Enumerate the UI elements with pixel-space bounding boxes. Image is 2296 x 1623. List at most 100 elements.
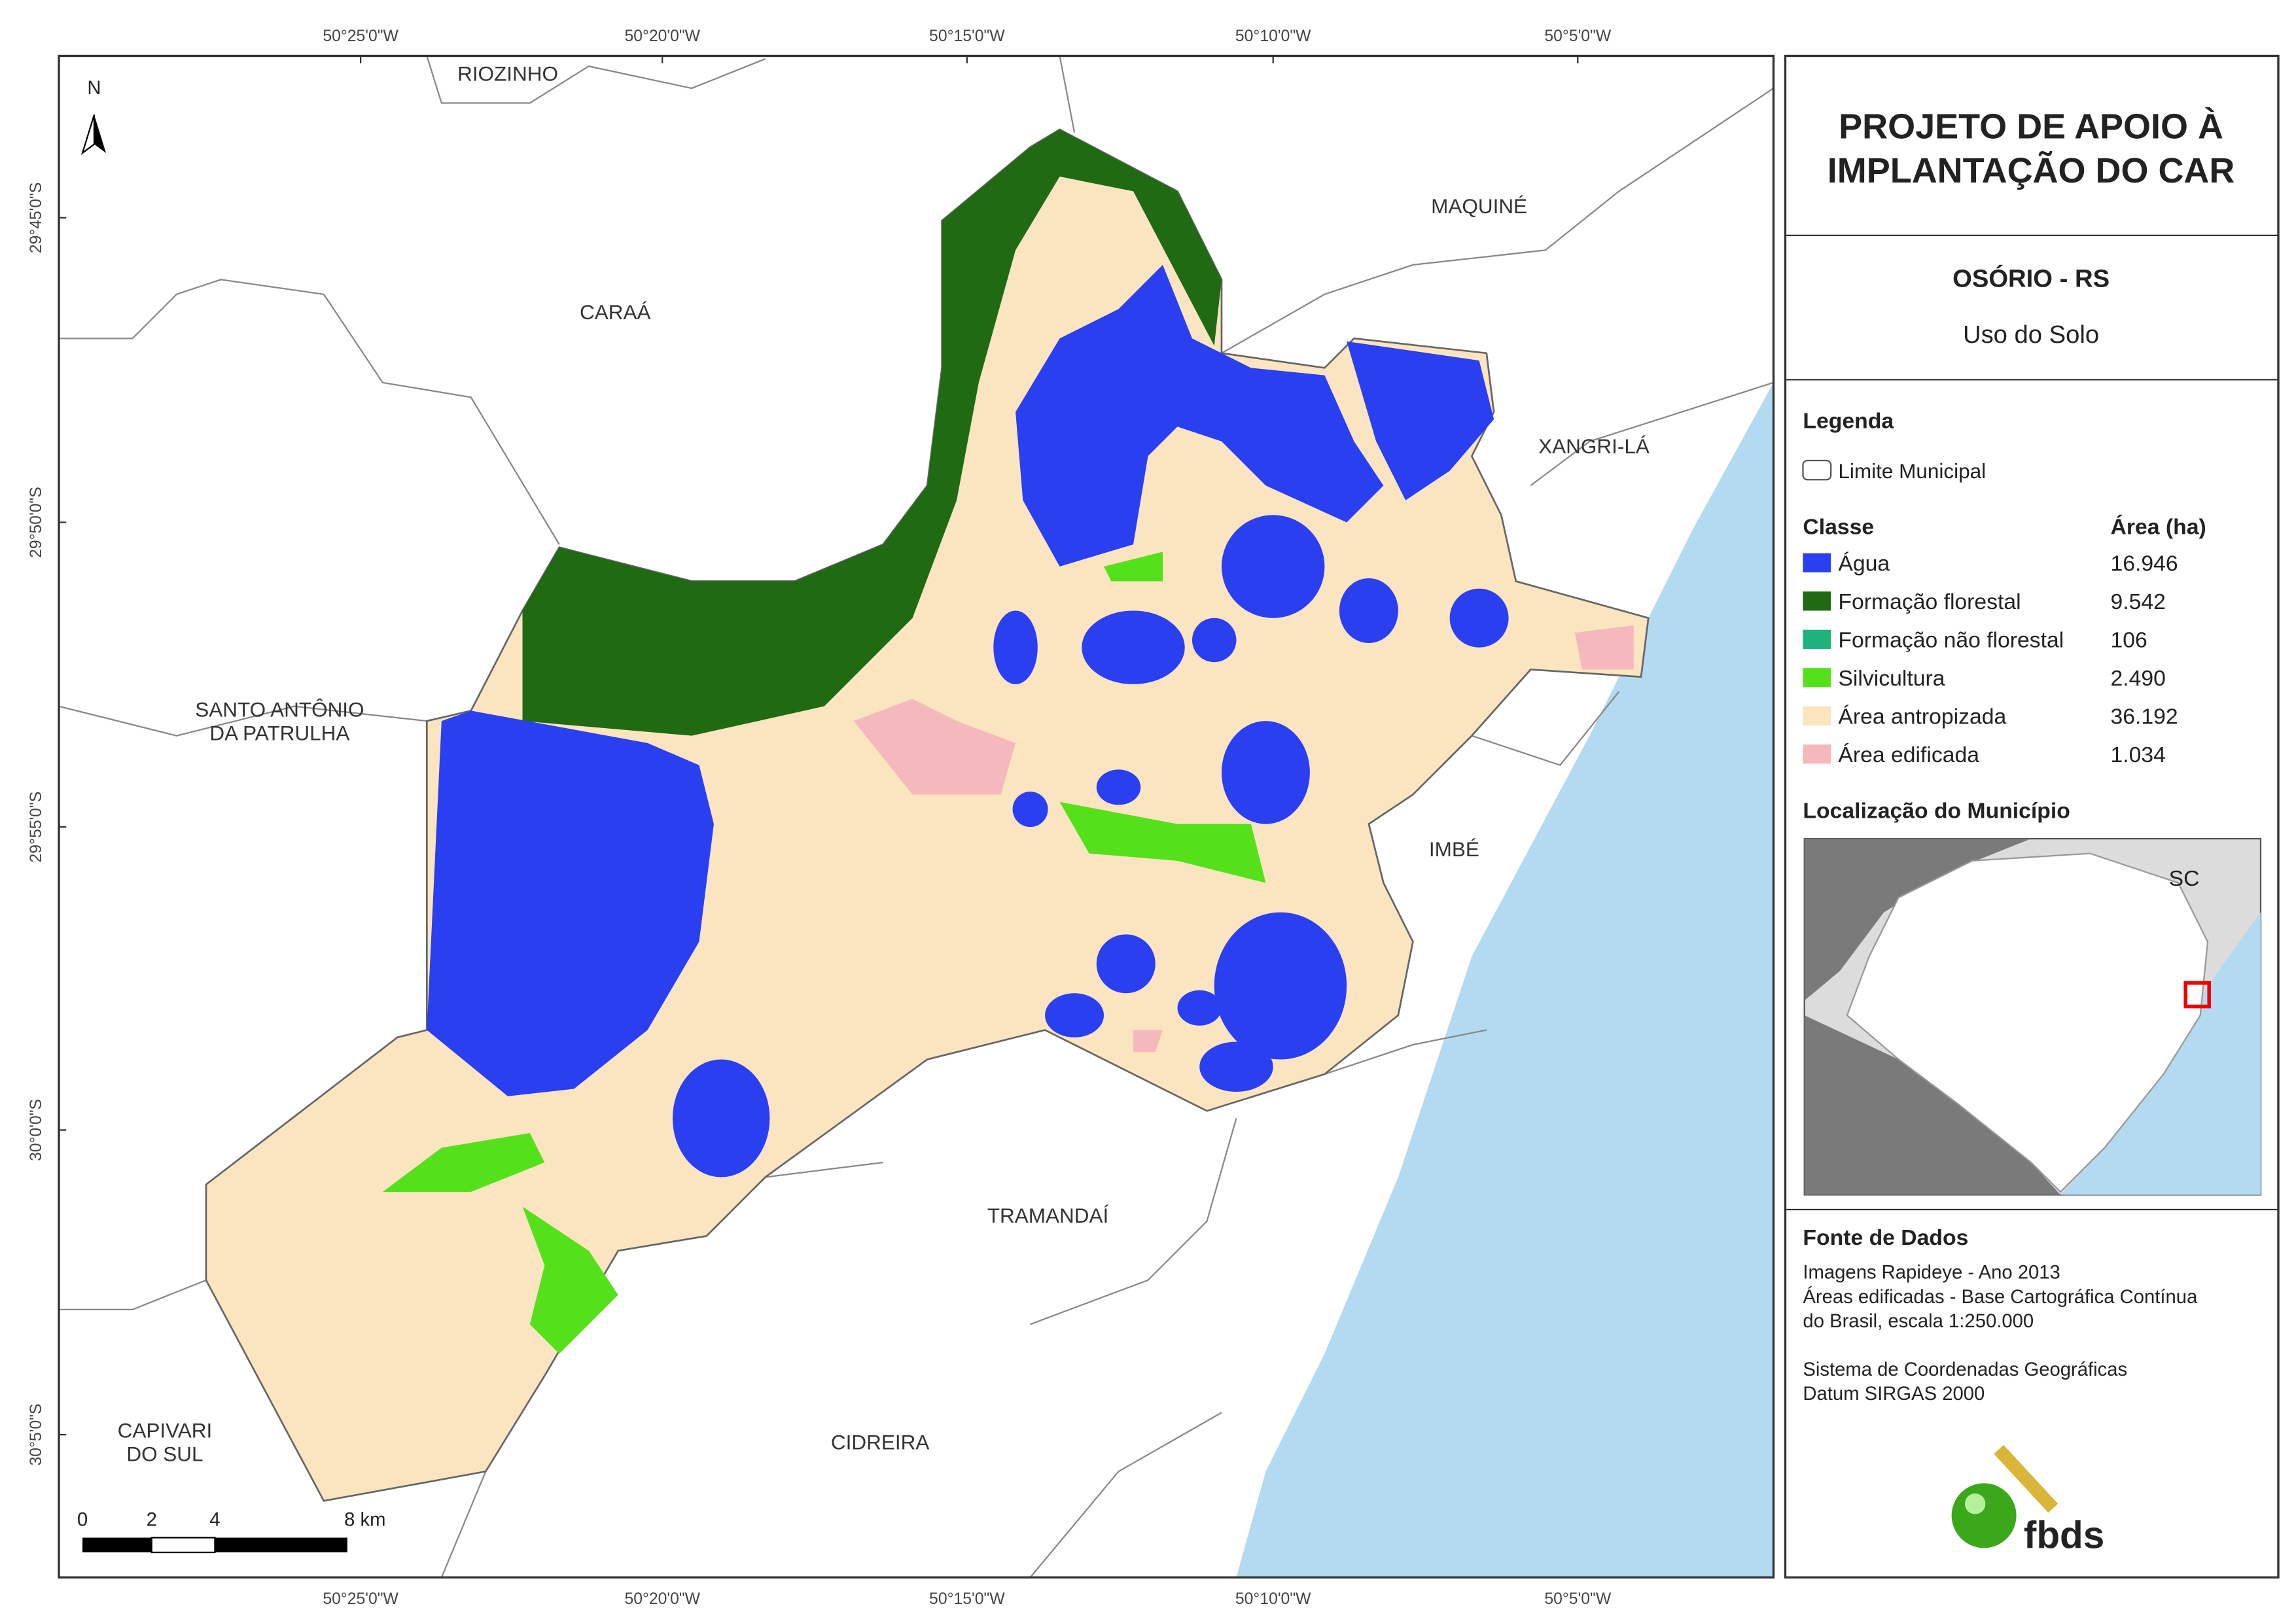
north-arrow: N [80,78,106,155]
lake [1016,264,1384,567]
lake [1096,769,1141,805]
place-name: RIOZINHO [457,62,558,86]
forest [522,129,1222,736]
title-line: IMPLANTAÇÃO DO CAR [1828,151,2235,190]
lon-label: 50°15'0"W [929,27,1005,45]
class-swatch [1803,553,1831,572]
scale-label: 2 [147,1510,157,1531]
lake [1199,1041,1273,1092]
lon-label: 50°25'0"W [323,1590,398,1608]
lon-label: 50°5'0"W [1544,27,1611,45]
class-area: 1.034 [2111,742,2166,767]
class-name: Área edificada [1838,742,1979,767]
class-header: Classe [1803,515,1874,540]
logo-text: fbds [2024,1514,2104,1556]
lake [1339,578,1398,643]
lake [672,1059,770,1178]
lon-label: 50°25'0"W [323,27,398,45]
class-swatch [1803,706,1831,725]
place-name: SANTO ANTÔNIO [195,697,364,721]
class-swatch [1803,629,1831,649]
lon-label: 50°20'0"W [624,1590,700,1608]
class-area: 36.192 [2111,705,2178,729]
boundary-label: Limite Municipal [1838,459,1986,483]
lon-label: 50°20'0"W [624,27,700,45]
lake [1045,993,1104,1038]
built [853,699,1016,795]
lake [1221,721,1310,824]
boundaries [59,56,1774,1578]
place-name: MAQUINÉ [1431,194,1527,218]
north-label: N [87,78,101,99]
land-use [382,129,1634,1354]
lake [1214,912,1347,1060]
silviculture [382,1132,545,1192]
built [1574,625,1634,670]
scale-label: 0 [77,1510,88,1531]
side-panel: PROJETO DE APOIO À IMPLANTAÇÃO DO CAR OS… [1784,54,2280,1579]
place-name: DA PATRULHA [209,721,349,744]
class-name: Silvicultura [1838,666,1945,691]
legend-rows: Água 16.946 Formação florestal 9.542 Formaçã… [1803,551,2178,767]
lon-label: 50°10'0"W [1235,27,1311,45]
sources-heading: Fonte de Dados [1803,1225,1968,1250]
scale-label: 4 [209,1510,220,1531]
lake [1192,618,1237,663]
ocean [1236,382,1774,1578]
class-name: Área antropizada [1838,705,2006,729]
lake [1177,990,1222,1026]
class-name: Formação florestal [1838,589,2021,614]
logo: fbds [1951,1444,2104,1556]
location-heading: Localização do Município [1803,799,2070,824]
source-line: Sistema de Coordenadas Geográficas [1803,1359,2127,1380]
lake [427,710,714,1096]
lon-label: 50°5'0"W [1544,1590,1611,1608]
title-line: PROJETO DE APOIO À [1839,107,2223,146]
map-labels: 50°25'0"W 50°25'0"W 50°20'0"W 50°20'0"W 50°1… [27,27,1650,1608]
place-name: DO SUL [126,1442,203,1466]
frame-border [58,54,1775,1579]
lake [1221,515,1325,618]
lon-label: 50°15'0"W [929,1590,1005,1608]
lat-label: 29°45'0"S [27,183,45,254]
lat-label: 29°50'0"S [27,487,45,558]
class-area: 106 [2111,628,2147,653]
source-line: do Brasil, escala 1:250.000 [1803,1311,2034,1332]
municipality-name: OSÓRIO - RS [1952,264,2110,293]
map-frame: N [58,54,1775,1579]
class-swatch [1803,591,1831,611]
class-name: Formação não florestal [1838,628,2064,653]
source-line: Imagens Rapideye - Ano 2013 [1803,1263,2060,1283]
built [1133,1030,1163,1053]
boundary-swatch [1802,459,1832,481]
lat-label: 30°0'0"S [27,1099,45,1161]
place-name: IMBÉ [1429,837,1479,861]
scale-bar [82,1537,347,1554]
area-header: Área (ha) [2111,515,2206,540]
lat-label: 30°5'0"S [27,1404,45,1466]
class-name: Água [1838,551,1890,576]
lake [1096,934,1156,994]
legend-heading: Legenda [1803,409,1894,434]
source-line: Datum SIRGAS 2000 [1803,1384,1985,1405]
lake [1347,341,1494,500]
subtitle: Uso do Solo [1963,321,2099,349]
silviculture [522,1206,618,1354]
silviculture [1059,801,1266,883]
lake [993,610,1038,684]
place-name: TRAMANDAÍ [987,1204,1109,1227]
inset-map: SC [1803,837,2262,1196]
scale-label: 8 km [344,1510,385,1531]
class-area: 16.946 [2111,551,2178,576]
lake [1012,792,1048,828]
lon-label: 50°10'0"W [1235,1590,1311,1608]
sources: Imagens Rapideye - Ano 2013 Áreas edifica… [1803,1263,2198,1405]
class-area: 9.542 [2111,589,2166,614]
source-line: Áreas edificadas - Base Cartográfica Con… [1803,1286,2198,1308]
lake [1449,588,1509,648]
place-name: CAPIVARI [118,1419,213,1442]
class-swatch [1803,668,1831,688]
class-area: 2.490 [2111,666,2166,691]
inset-label: SC [2169,866,2200,891]
